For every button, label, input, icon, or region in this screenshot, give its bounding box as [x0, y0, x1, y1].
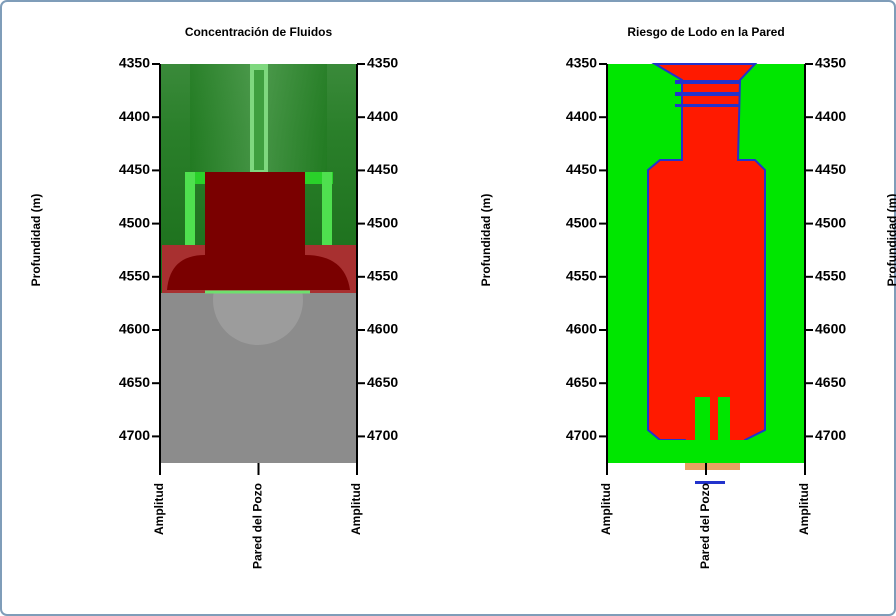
y-tick-label: 4450: [119, 161, 150, 177]
chart-title: Concentración de Fluidos: [185, 25, 333, 39]
x-label: Pared del Pozo: [698, 483, 712, 569]
y-tick-label: 4700: [119, 427, 150, 443]
y-tick-label: 4400: [119, 108, 150, 124]
y-tick-label: 4600: [119, 321, 150, 337]
x-label: Pared del Pozo: [251, 483, 265, 569]
y-tick-label: 4400: [367, 108, 398, 124]
x-label: Amplitud: [349, 483, 363, 535]
y-tick-label: 4500: [566, 214, 597, 230]
y-tick-label: 4500: [815, 214, 846, 230]
y-tick-label: 4450: [367, 161, 398, 177]
x-label: Amplitud: [797, 483, 811, 535]
y-tick-label: 4550: [119, 268, 150, 284]
y-tick-label: 4400: [815, 108, 846, 124]
y-tick-label: 4550: [566, 268, 597, 284]
chart-title: Riesgo de Lodo en la Pared: [627, 25, 784, 39]
y-tick-label: 4600: [367, 321, 398, 337]
y-tick-label: 4350: [566, 55, 597, 71]
y-tick-label: 4600: [815, 321, 846, 337]
y-tick-label: 4550: [815, 268, 846, 284]
x-label: Amplitud: [152, 483, 166, 535]
y-tick-label: 4650: [815, 374, 846, 390]
y-tick-label: 4500: [119, 214, 150, 230]
y-tick-label: 4350: [367, 55, 398, 71]
y-tick-label: 4700: [367, 427, 398, 443]
y-tick-label: 4550: [367, 268, 398, 284]
y-axis-label: Profundidad (m): [479, 194, 493, 287]
y-tick-label: 4700: [815, 427, 846, 443]
y-tick-label: 4650: [367, 374, 398, 390]
y-tick-label: 4450: [815, 161, 846, 177]
y-tick-label: 4650: [119, 374, 150, 390]
y-tick-label: 4500: [367, 214, 398, 230]
y-tick-label: 4350: [815, 55, 846, 71]
y-tick-label: 4600: [566, 321, 597, 337]
x-label: Amplitud: [599, 483, 613, 535]
y-tick-label: 4350: [119, 55, 150, 71]
heatmap-image: [160, 64, 357, 463]
y-tick-label: 4450: [566, 161, 597, 177]
y-axis-label: Profundidad (m): [885, 194, 896, 287]
y-tick-label: 4400: [566, 108, 597, 124]
y-tick-label: 4700: [566, 427, 597, 443]
heatmap-image: [607, 63, 805, 484]
y-axis-label: Profundidad (m): [29, 194, 43, 287]
y-tick-label: 4650: [566, 374, 597, 390]
